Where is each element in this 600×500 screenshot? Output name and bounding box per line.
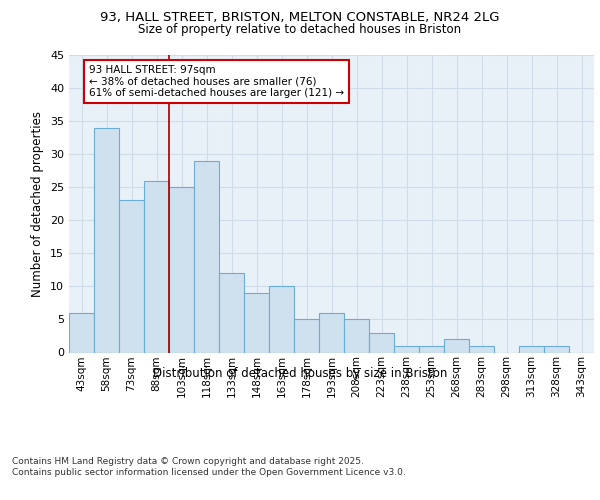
Bar	[419, 346, 444, 352]
Text: Contains HM Land Registry data © Crown copyright and database right 2025.
Contai: Contains HM Land Registry data © Crown c…	[12, 458, 406, 477]
Bar	[244, 293, 269, 352]
Bar	[519, 346, 544, 352]
Bar	[119, 200, 144, 352]
Bar	[194, 161, 219, 352]
Bar	[444, 340, 469, 352]
Y-axis label: Number of detached properties: Number of detached properties	[31, 111, 44, 296]
Bar	[269, 286, 294, 352]
Bar	[69, 313, 94, 352]
Bar	[369, 332, 394, 352]
Bar	[544, 346, 569, 352]
Bar	[219, 273, 244, 352]
Text: 93, HALL STREET, BRISTON, MELTON CONSTABLE, NR24 2LG: 93, HALL STREET, BRISTON, MELTON CONSTAB…	[100, 11, 500, 24]
Bar	[169, 187, 194, 352]
Text: 93 HALL STREET: 97sqm
← 38% of detached houses are smaller (76)
61% of semi-deta: 93 HALL STREET: 97sqm ← 38% of detached …	[89, 65, 344, 98]
Bar	[469, 346, 494, 352]
Bar	[294, 320, 319, 352]
Bar	[319, 313, 344, 352]
Bar	[144, 180, 169, 352]
Bar	[344, 320, 369, 352]
Text: Size of property relative to detached houses in Briston: Size of property relative to detached ho…	[139, 22, 461, 36]
Bar	[394, 346, 419, 352]
Bar	[94, 128, 119, 352]
Text: Distribution of detached houses by size in Briston: Distribution of detached houses by size …	[153, 368, 447, 380]
